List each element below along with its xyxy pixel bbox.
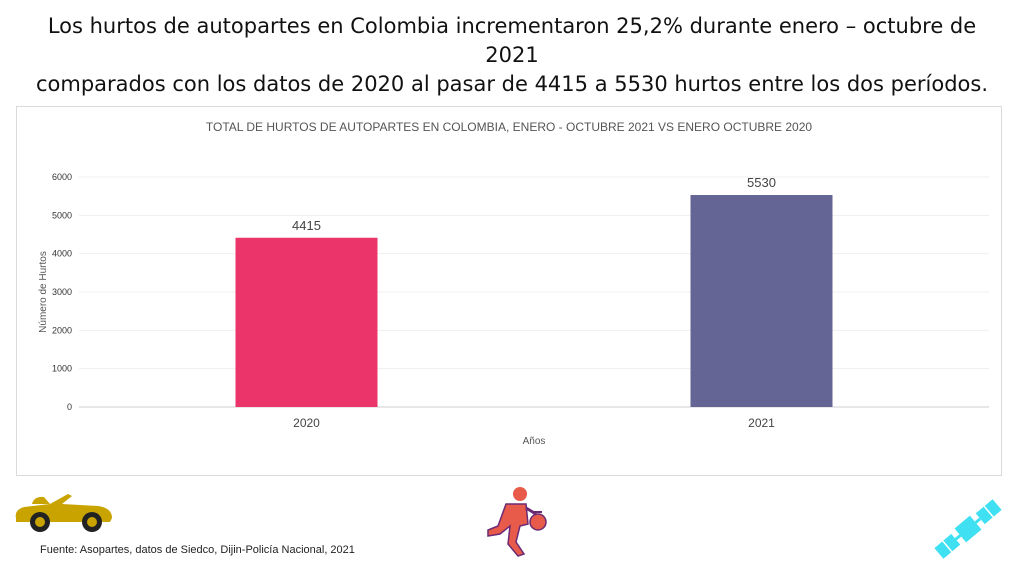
bar-chart: TOTAL DE HURTOS DE AUTOPARTES EN COLOMBI… xyxy=(38,120,989,447)
data-label-2021: 5530 xyxy=(747,175,776,190)
y-axis-ticks: 0 1000 2000 3000 4000 5000 6000 xyxy=(52,172,72,412)
source-note: Fuente: Asopartes, datos de Siedco, Diji… xyxy=(40,544,355,556)
y-tick-label: 4000 xyxy=(52,249,72,259)
satellite-icon xyxy=(934,499,1002,559)
headline-line-2: comparados con los datos de 2020 al pasa… xyxy=(35,72,988,96)
chart-container: TOTAL DE HURTOS DE AUTOPARTES EN COLOMBI… xyxy=(16,106,1002,476)
x-axis-label: Años xyxy=(523,436,546,447)
thief-running-icon xyxy=(487,487,547,557)
convertible-car-icon xyxy=(15,494,113,532)
grid-lines xyxy=(79,176,989,408)
x-tick-label: 2021 xyxy=(748,416,775,430)
chart-title: TOTAL DE HURTOS DE AUTOPARTES EN COLOMBI… xyxy=(206,120,812,134)
headline-line-1: Los hurtos de autopartes en Colombia inc… xyxy=(47,14,977,67)
x-tick-label: 2020 xyxy=(293,416,320,430)
y-axis-label: Número de Hurtos xyxy=(38,251,49,333)
data-label-2020: 4415 xyxy=(292,218,321,233)
bar-2021 xyxy=(690,195,833,407)
y-tick-label: 6000 xyxy=(52,172,72,182)
y-tick-label: 5000 xyxy=(52,210,72,220)
y-tick-label: 3000 xyxy=(52,287,72,297)
headline: Los hurtos de autopartes en Colombia inc… xyxy=(20,12,1004,99)
y-tick-label: 1000 xyxy=(52,364,72,374)
bars: 4415 5530 xyxy=(235,175,833,407)
bar-2020 xyxy=(235,237,378,407)
y-tick-label: 0 xyxy=(67,402,72,412)
y-tick-label: 2000 xyxy=(52,325,72,335)
x-axis-ticks: 2020 2021 xyxy=(293,416,775,430)
